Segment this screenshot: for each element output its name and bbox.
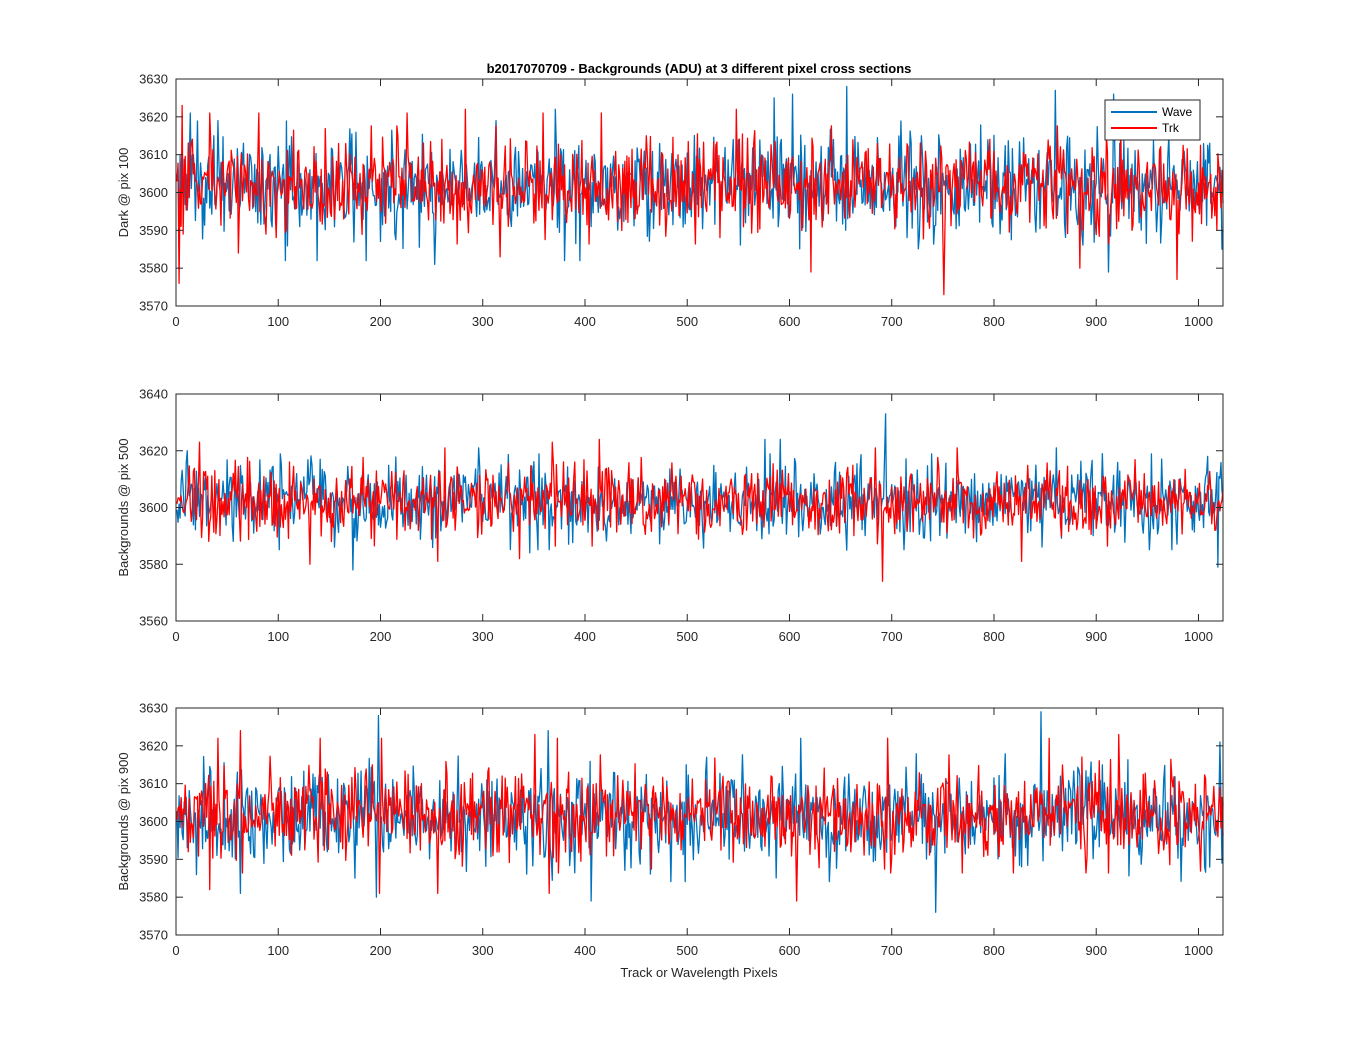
y-tick-label: 3560 <box>139 614 168 629</box>
legend[interactable]: Wave Trk <box>1104 99 1201 141</box>
x-tick-label: 600 <box>779 943 801 958</box>
y-tick-label: 3610 <box>139 147 168 162</box>
y-tick-label: 3590 <box>139 852 168 867</box>
x-tick-label: 0 <box>172 629 179 644</box>
x-tick-label: 200 <box>370 943 392 958</box>
x-tick-label: 100 <box>267 943 289 958</box>
y-tick-label: 3640 <box>139 387 168 402</box>
y-tick-label: 3600 <box>139 185 168 200</box>
y-axis-label-3: Backgrounds @ pix 900 <box>116 752 131 890</box>
tick-layer-3: 0 100 200 300 400 500 600 700 800 900 1000 3570 3580… <box>139 701 1223 958</box>
y-tick-label: 3620 <box>139 109 168 124</box>
legend-label-trk: Trk <box>1162 121 1180 135</box>
plot-frame-1 <box>175 78 1224 307</box>
legend-box <box>1104 99 1201 141</box>
y-tick-label: 3580 <box>139 890 168 905</box>
series-line-trk-panel-3 <box>176 730 1224 902</box>
y-tick-label: 3600 <box>139 814 168 829</box>
y-tick-label: 3610 <box>139 776 168 791</box>
y-axis-label-2: Backgrounds @ pix 500 <box>116 438 131 576</box>
x-tick-label: 200 <box>370 314 392 329</box>
tick-layer-1: 0 100 200 300 400 500 600 700 800 900 1000 3570 3580… <box>139 72 1223 329</box>
y-tick-label: 3600 <box>139 500 168 515</box>
legend-label-wave: Wave <box>1162 105 1193 119</box>
x-tick-label: 900 <box>1085 629 1107 644</box>
x-tick-label: 800 <box>983 943 1005 958</box>
x-tick-label: 100 <box>267 314 289 329</box>
series-line-trk-panel-1 <box>176 104 1224 296</box>
panel-backgrounds-pix-500: 0 100 200 300 400 500 600 700 800 900 1000 3560 3580… <box>116 387 1224 644</box>
tick-layer-2: 0 100 200 300 400 500 600 700 800 900 1000 3560 3580… <box>139 387 1223 644</box>
y-tick-label: 3590 <box>139 223 168 238</box>
y-tick-label: 3570 <box>139 928 168 943</box>
x-tick-label: 100 <box>267 629 289 644</box>
x-tick-label: 200 <box>370 629 392 644</box>
x-axis-label: Track or Wavelength Pixels <box>620 965 778 980</box>
y-tick-label: 3620 <box>139 443 168 458</box>
x-tick-label: 800 <box>983 314 1005 329</box>
panel-dark-pix-100: 0 100 200 300 400 500 600 700 800 900 1000 3570 3580… <box>116 72 1224 329</box>
x-tick-label: 500 <box>676 943 698 958</box>
series-layer-1 <box>176 85 1224 296</box>
x-tick-label: 400 <box>574 629 596 644</box>
y-tick-label: 3580 <box>139 557 168 572</box>
y-tick-label: 3580 <box>139 261 168 276</box>
x-tick-label: 900 <box>1085 314 1107 329</box>
chart-title: b2017070709 - Backgrounds (ADU) at 3 dif… <box>487 61 912 76</box>
x-tick-label: 700 <box>881 314 903 329</box>
y-axis-label-1: Dark @ pix 100 <box>116 148 131 238</box>
series-layer-2 <box>176 413 1224 582</box>
x-tick-label: 0 <box>172 314 179 329</box>
x-tick-label: 800 <box>983 629 1005 644</box>
y-tick-label: 3620 <box>139 738 168 753</box>
y-tick-label: 3570 <box>139 299 168 314</box>
x-tick-label: 500 <box>676 314 698 329</box>
plot-frame-3 <box>175 707 1224 936</box>
x-tick-label: 300 <box>472 314 494 329</box>
x-tick-label: 900 <box>1085 943 1107 958</box>
x-tick-label: 700 <box>881 629 903 644</box>
x-tick-label: 600 <box>779 629 801 644</box>
series-layer-3 <box>176 711 1224 913</box>
x-tick-label: 300 <box>472 943 494 958</box>
x-tick-label: 0 <box>172 943 179 958</box>
panel-backgrounds-pix-900: 0 100 200 300 400 500 600 700 800 900 1000 3570 3580… <box>116 701 1224 958</box>
x-tick-label: 500 <box>676 629 698 644</box>
x-tick-label: 1000 <box>1184 314 1213 329</box>
x-tick-label: 600 <box>779 314 801 329</box>
x-tick-label: 400 <box>574 943 596 958</box>
y-tick-label: 3630 <box>139 701 168 716</box>
series-line-trk-panel-2 <box>176 438 1224 582</box>
x-tick-label: 700 <box>881 943 903 958</box>
plot-frame-2 <box>175 393 1224 622</box>
x-tick-label: 1000 <box>1184 629 1213 644</box>
x-tick-label: 1000 <box>1184 943 1213 958</box>
y-tick-label: 3630 <box>139 72 168 87</box>
x-tick-label: 300 <box>472 629 494 644</box>
x-tick-label: 400 <box>574 314 596 329</box>
